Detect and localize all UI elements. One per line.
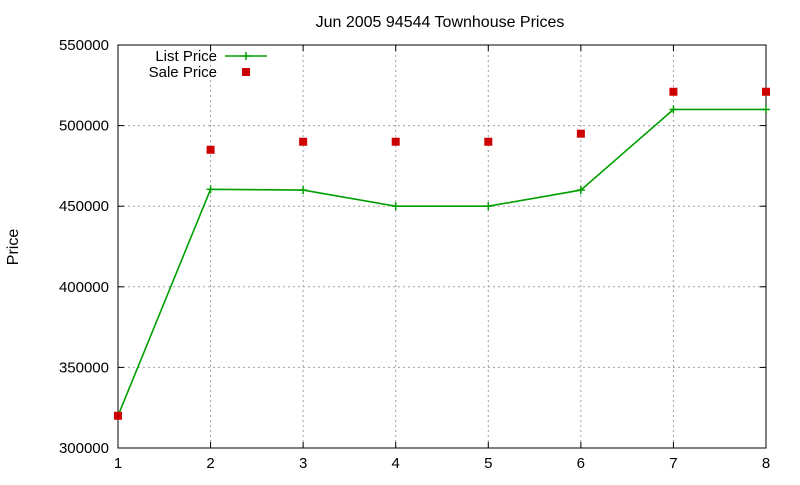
grid bbox=[118, 45, 766, 448]
legend-swatch-marker bbox=[242, 68, 250, 76]
data-point bbox=[576, 186, 585, 195]
data-point bbox=[484, 137, 493, 146]
series-1 bbox=[114, 87, 770, 420]
y-tick-label: 450000 bbox=[59, 198, 109, 215]
series bbox=[114, 87, 770, 420]
y-tick-label: 300000 bbox=[59, 440, 109, 457]
data-point bbox=[206, 185, 215, 194]
y-tick-label: 550000 bbox=[59, 37, 109, 54]
legend-label: Sale Price bbox=[149, 64, 217, 81]
axis-ticks: 1 2 3 4 5 6 7 8 300000 350000 400000 450000 500000 55… bbox=[59, 37, 770, 472]
x-tick-label: 8 bbox=[762, 455, 770, 472]
x-tick-label: 5 bbox=[484, 455, 492, 472]
y-tick-label: 400000 bbox=[59, 279, 109, 296]
data-point bbox=[299, 137, 308, 146]
series-line bbox=[117, 108, 766, 417]
y-tick-label: 500000 bbox=[59, 118, 109, 135]
legend-label: List Price bbox=[155, 48, 217, 65]
x-tick-label: 2 bbox=[206, 455, 214, 472]
data-point bbox=[669, 87, 678, 96]
x-tick-label: 4 bbox=[392, 455, 400, 472]
data-point bbox=[669, 105, 678, 114]
data-point bbox=[576, 129, 585, 138]
series-0 bbox=[114, 105, 770, 420]
data-point bbox=[762, 105, 770, 114]
data-point bbox=[391, 137, 400, 146]
legend-swatch-marker bbox=[242, 52, 250, 60]
x-tick-label: 6 bbox=[577, 455, 585, 472]
chart-title: Jun 2005 94544 Townhouse Prices bbox=[316, 14, 565, 31]
data-point bbox=[762, 87, 770, 96]
y-tick-label: 350000 bbox=[59, 359, 109, 376]
data-point bbox=[206, 145, 215, 154]
y-axis-label: Price bbox=[5, 229, 22, 266]
x-tick-label: 3 bbox=[299, 455, 307, 472]
x-tick-label: 7 bbox=[669, 455, 677, 472]
x-tick-label: 1 bbox=[114, 455, 122, 472]
plot-frame bbox=[117, 44, 767, 449]
data-point bbox=[391, 202, 400, 211]
data-point bbox=[299, 186, 308, 195]
data-point bbox=[114, 411, 122, 420]
data-point bbox=[484, 202, 493, 211]
